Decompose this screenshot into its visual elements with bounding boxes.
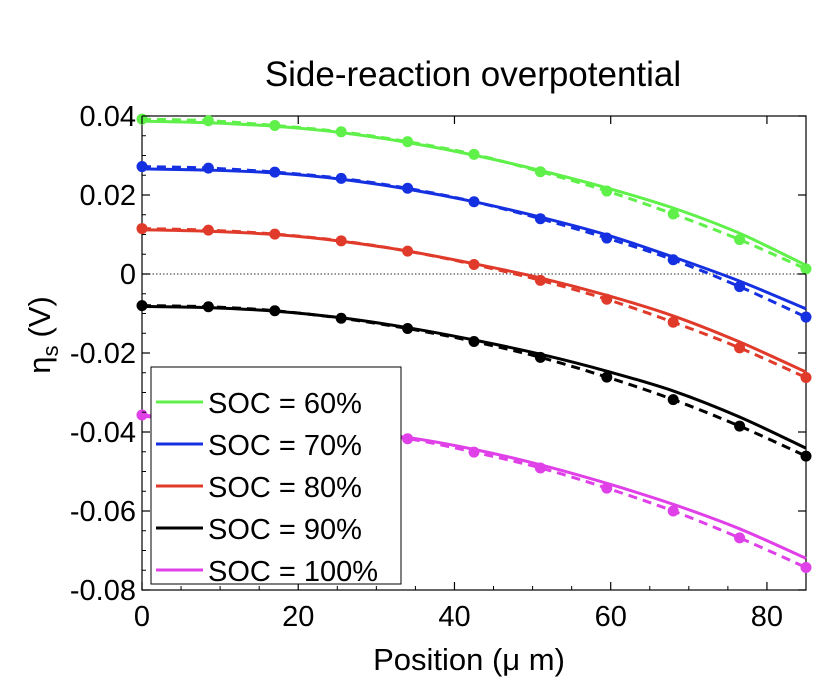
data-point [269, 305, 280, 316]
data-point [336, 173, 347, 184]
data-point [137, 300, 148, 311]
data-point [668, 317, 679, 328]
x-tick-label: 40 [438, 601, 470, 633]
legend-label: SOC = 80% [208, 472, 362, 504]
y-tick-label: -0.06 [70, 496, 136, 528]
data-point [203, 163, 214, 174]
data-point [601, 372, 612, 383]
y-axis-label-symbol: η [22, 357, 57, 374]
y-tick-label: 0.04 [80, 101, 136, 133]
data-point [535, 352, 546, 363]
data-point [269, 120, 280, 131]
legend: SOC = 60% SOC = 70% SOC = 80% SOC = 90% SOC … [151, 367, 401, 588]
data-point [469, 149, 480, 160]
data-point [801, 263, 812, 274]
data-point [336, 126, 347, 137]
data-point [601, 483, 612, 494]
data-point [402, 246, 413, 257]
data-point [734, 234, 745, 245]
y-tick-label: 0 [120, 259, 136, 291]
data-point [668, 506, 679, 517]
data-point [801, 562, 812, 573]
series-3 [137, 223, 812, 383]
legend-label: SOC = 70% [208, 430, 362, 462]
data-point [402, 323, 413, 334]
y-axis-label-subscript: s [38, 346, 63, 357]
series-dashed-line [142, 167, 806, 318]
data-point [203, 301, 214, 312]
y-axis-label: ηs (V) [22, 296, 63, 374]
data-point [734, 532, 745, 543]
data-point [137, 410, 148, 421]
data-point [734, 342, 745, 353]
y-tick-label: -0.08 [70, 575, 136, 607]
series-2 [137, 161, 812, 322]
legend-label: SOC = 100% [208, 556, 378, 588]
y-tick-label: 0.02 [80, 180, 136, 212]
y-tick-label: -0.04 [70, 417, 136, 449]
data-point [469, 259, 480, 270]
series-1 [137, 114, 812, 275]
data-point [801, 312, 812, 323]
svg-text:ηs(V): ηs (V) [22, 296, 63, 374]
series-solid-line [142, 169, 806, 309]
data-point [601, 186, 612, 197]
y-tick-label: -0.02 [70, 338, 136, 370]
data-point [601, 233, 612, 244]
data-point [734, 421, 745, 432]
chart-title: Side-reaction overpotential [265, 55, 681, 94]
legend-label: SOC = 60% [208, 388, 362, 420]
data-point [801, 372, 812, 383]
data-point [535, 166, 546, 177]
x-tick-label: 80 [751, 601, 783, 633]
data-point [801, 451, 812, 462]
data-point [601, 294, 612, 305]
x-tick-label: 60 [595, 601, 627, 633]
data-point [402, 136, 413, 147]
y-axis-label-unit: (V) [22, 296, 57, 337]
data-point [668, 254, 679, 265]
data-point [469, 447, 480, 458]
series-dashed-line [142, 229, 806, 378]
data-point [137, 223, 148, 234]
data-point [336, 313, 347, 324]
data-point [535, 275, 546, 286]
data-point [535, 462, 546, 473]
series-solid-line [142, 230, 806, 372]
data-point [269, 229, 280, 240]
data-point [402, 433, 413, 444]
legend-label: SOC = 90% [208, 514, 362, 546]
x-tick-label: 20 [282, 601, 314, 633]
data-point [469, 336, 480, 347]
x-tick-label: 0 [134, 601, 150, 633]
data-point [469, 196, 480, 207]
data-point [203, 115, 214, 126]
series-solid-line [142, 121, 806, 265]
chart-figure: Side-reaction overpotential 0 20 40 60 80 0.… [0, 0, 840, 692]
data-point [137, 161, 148, 172]
data-point [668, 208, 679, 219]
data-point [269, 167, 280, 178]
data-point [336, 235, 347, 246]
data-point [402, 183, 413, 194]
data-point [734, 281, 745, 292]
data-point [535, 213, 546, 224]
x-axis-label: Position (μ m) [373, 642, 565, 677]
data-point [203, 225, 214, 236]
series-dashed-line [142, 119, 806, 269]
data-point [668, 394, 679, 405]
